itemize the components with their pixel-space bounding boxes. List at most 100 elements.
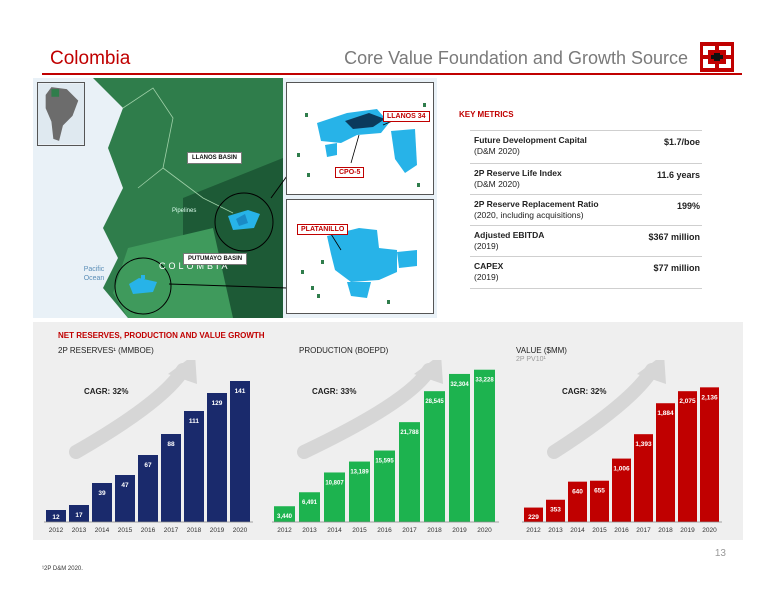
key-metric-value: $367 million xyxy=(648,232,700,242)
x-tick-label: 2016 xyxy=(141,527,156,534)
bar xyxy=(324,472,345,522)
data-label: 141 xyxy=(235,388,246,395)
data-label: 88 xyxy=(167,441,175,448)
data-label: 47 xyxy=(121,482,129,489)
data-label: 111 xyxy=(189,418,200,425)
key-metric-detail: (D&M 2020) xyxy=(474,146,520,156)
data-label: 33,228 xyxy=(475,378,494,384)
x-tick-label: 2020 xyxy=(233,527,248,534)
x-tick-label: 2015 xyxy=(118,527,133,534)
x-tick-label: 2015 xyxy=(592,527,607,534)
x-tick-label: 2012 xyxy=(49,527,64,534)
bar xyxy=(590,480,609,522)
putumayo-basin-tag: PUTUMAYO BASIN xyxy=(183,253,248,265)
x-tick-label: 2017 xyxy=(402,527,417,534)
x-tick-label: 2019 xyxy=(452,527,467,534)
bar xyxy=(612,458,631,522)
key-metrics-title: KEY METRICS xyxy=(459,110,514,119)
value-chart-svg: CAGR: 32% 229 2012 353 2013 640 2014 655 2015 1,0… xyxy=(522,360,722,534)
key-metric-value: $1.7/boe xyxy=(663,137,700,147)
key-metric-value: 11.6 years xyxy=(656,170,700,180)
key-metric-value: 199% xyxy=(676,201,700,211)
page-subtitle: Core Value Foundation and Growth Source xyxy=(344,48,688,68)
x-tick-label: 2013 xyxy=(302,527,317,534)
cagr-annotation: CAGR: 32% xyxy=(84,387,128,396)
bar xyxy=(207,393,227,522)
footnote: ¹2P D&M 2020. xyxy=(42,566,83,572)
data-label: 1,006 xyxy=(613,466,630,473)
bar xyxy=(299,492,320,522)
growth-arrow-icon xyxy=(297,363,436,459)
x-tick-label: 2013 xyxy=(548,527,563,534)
key-metric-value: $77 million xyxy=(653,263,700,273)
bar xyxy=(568,481,587,522)
data-label: 1,884 xyxy=(657,410,674,417)
key-metric-row: CAPEX (2019) $77 million xyxy=(470,256,702,288)
x-tick-label: 2014 xyxy=(327,527,342,534)
data-label: 10,807 xyxy=(325,480,344,486)
x-tick-label: 2016 xyxy=(377,527,392,534)
page-title: Colombia xyxy=(50,48,131,69)
x-tick-label: 2019 xyxy=(210,527,225,534)
x-tick-label: 2012 xyxy=(526,527,541,534)
x-tick-label: 2013 xyxy=(72,527,87,534)
key-metric-detail: (2019) xyxy=(474,241,499,251)
bar xyxy=(46,510,66,522)
x-tick-label: 2018 xyxy=(658,527,673,534)
data-label: 12 xyxy=(52,514,60,521)
key-metric-name: 2P Reserve Replacement Ratio xyxy=(474,199,599,209)
x-tick-label: 2012 xyxy=(277,527,292,534)
x-tick-label: 2019 xyxy=(680,527,695,534)
key-metric-row: 2P Reserve Life Index (D&M 2020) 11.6 year… xyxy=(470,163,702,194)
data-label: 353 xyxy=(550,507,561,514)
llanos-basin-tag: LLANOS BASIN xyxy=(187,152,242,164)
platanillo-map xyxy=(287,200,433,313)
value-chart-subtitle: 2P PV10¹ xyxy=(516,356,546,363)
bar xyxy=(230,381,250,522)
bar xyxy=(678,391,697,522)
country-label: COLOMBIA xyxy=(159,261,231,271)
data-label: 15,595 xyxy=(375,459,394,465)
title-rule xyxy=(42,73,742,75)
data-label: 67 xyxy=(144,462,152,469)
data-label: 640 xyxy=(572,489,583,496)
cpo-5-tag: CPO-5 xyxy=(335,167,365,178)
data-label: 3,440 xyxy=(277,514,293,520)
key-metric-detail: (D&M 2020) xyxy=(474,179,520,189)
south-america-locator-map xyxy=(37,82,85,146)
data-label: 21,788 xyxy=(400,430,419,436)
key-metric-name: Adjusted EBITDA xyxy=(474,230,545,240)
pipelines-label: Pipelines xyxy=(172,208,197,214)
bar xyxy=(524,507,543,522)
key-metric-row: Future Development Capital (D&M 2020) $1.7… xyxy=(470,130,702,163)
key-metric-row: Adjusted EBITDA (2019) $367 million xyxy=(470,225,702,256)
key-metric-row: 2P Reserve Replacement Ratio (2020, inclu… xyxy=(470,194,702,225)
x-tick-label: 2020 xyxy=(477,527,492,534)
growth-arrow-head-icon xyxy=(414,360,443,384)
map-panel: Pipelines COLOMBIA Pacific Ocean LLANOS … xyxy=(33,78,437,318)
bar xyxy=(399,422,420,522)
key-metric-name: 2P Reserve Life Index xyxy=(474,168,562,178)
data-label: 229 xyxy=(528,514,539,521)
ocean-label: Pacific Ocean xyxy=(83,266,105,282)
x-tick-label: 2014 xyxy=(570,527,585,534)
data-label: 32,304 xyxy=(450,382,469,388)
bar xyxy=(138,455,158,522)
growth-arrow-head-icon xyxy=(637,360,666,384)
production-chart-svg: CAGR: 33% 3,440 2012 6,491 2013 10,807 2014 13,… xyxy=(272,360,499,534)
data-label: 129 xyxy=(212,400,223,407)
data-label: 6,491 xyxy=(302,500,318,506)
bar xyxy=(634,434,653,522)
data-label: 655 xyxy=(594,488,605,495)
bar xyxy=(700,387,719,522)
bar xyxy=(274,506,295,522)
cagr-annotation: CAGR: 33% xyxy=(312,387,356,396)
production-chart-title: PRODUCTION (BOEPD) xyxy=(299,346,389,355)
x-tick-label: 2017 xyxy=(164,527,179,534)
x-tick-label: 2018 xyxy=(427,527,442,534)
data-label: 1,393 xyxy=(635,441,652,448)
data-label: 28,545 xyxy=(425,399,444,405)
key-metric-name: Future Development Capital xyxy=(474,135,587,145)
bar xyxy=(115,475,135,522)
x-tick-label: 2018 xyxy=(187,527,202,534)
